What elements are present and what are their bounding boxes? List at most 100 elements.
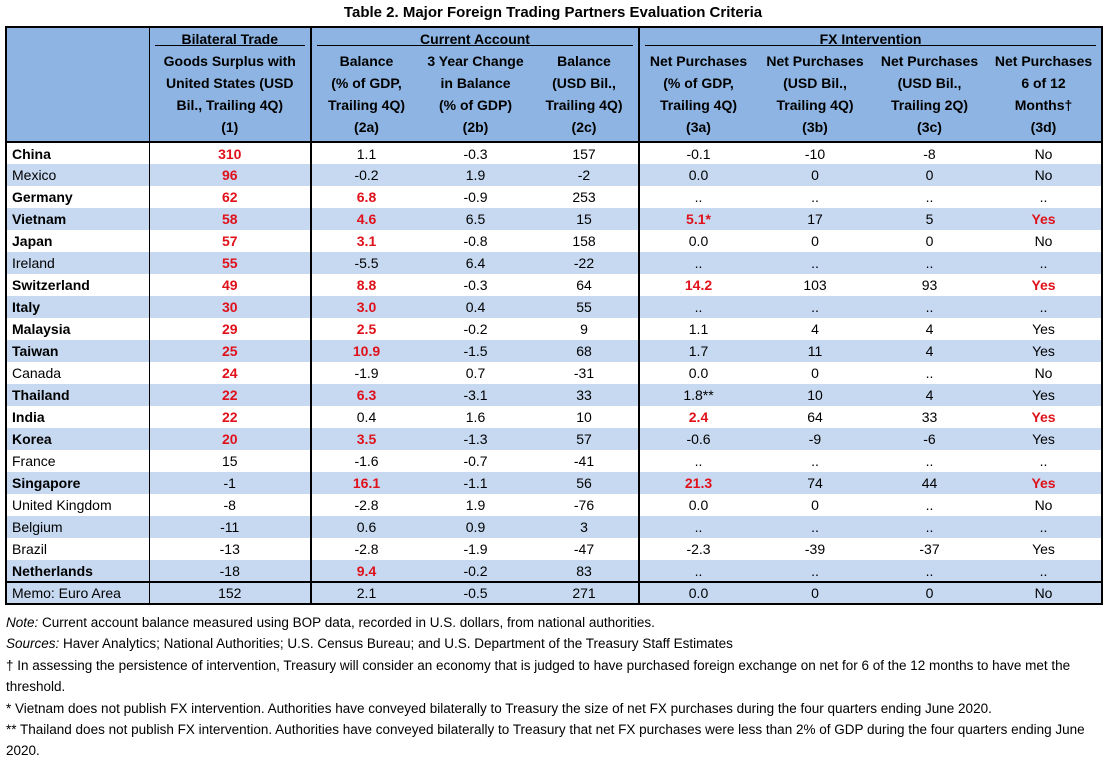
value-cell: 103 xyxy=(757,274,873,296)
value-cell: -0.8 xyxy=(421,230,530,252)
country-cell: Memo: Euro Area xyxy=(6,581,150,604)
value-cell: -1.6 xyxy=(311,450,421,472)
country-cell: United Kingdom xyxy=(6,494,150,516)
value-cell: -0.7 xyxy=(421,450,530,472)
table-row: Korea 20 3.5 -1.3 57 -0.6 -9 -6 Yes xyxy=(6,428,1103,450)
country-cell: Brazil xyxy=(6,538,150,560)
table-row: Thailand 22 6.3 -3.1 33 1.8** 10 4 Yes xyxy=(6,384,1103,406)
value-cell: 10.9 xyxy=(311,340,421,362)
column-header-line: (% of GDP, xyxy=(663,74,734,91)
value-cell: 4 xyxy=(757,318,873,340)
value-cell: 68 xyxy=(530,340,640,362)
value-cell: .. xyxy=(757,186,873,208)
value-cell: -2.3 xyxy=(639,538,757,560)
value-cell: -0.2 xyxy=(311,164,421,186)
column-header-line: in Balance xyxy=(440,74,511,91)
value-cell: -18 xyxy=(149,560,312,582)
group-header-bilateral-trade: Bilateral Trade xyxy=(149,27,312,47)
country-cell: France xyxy=(6,450,150,472)
value-cell: -0.2 xyxy=(421,560,530,582)
value-cell: .. xyxy=(873,252,986,274)
value-cell: 157 xyxy=(530,142,640,164)
country-cell: China xyxy=(6,142,150,164)
table-row: Vietnam 58 4.6 6.5 15 5.1* 17 5 Yes xyxy=(6,208,1103,230)
value-cell: 1.8** xyxy=(639,384,757,406)
value-cell: .. xyxy=(639,516,757,538)
group-underline xyxy=(154,45,305,46)
table-row: Ireland 55 -5.5 6.4 -22........ xyxy=(6,252,1103,274)
value-cell: -0.2 xyxy=(421,318,530,340)
value-cell: 93 xyxy=(873,274,986,296)
value-cell: 0.0 xyxy=(639,362,757,384)
value-cell: 0 xyxy=(873,164,986,186)
value-cell: 0 xyxy=(757,494,873,516)
value-cell: 4 xyxy=(873,318,986,340)
value-cell: -2.8 xyxy=(311,538,421,560)
table-row: Belgium -11 0.6 0.9 3........ xyxy=(6,516,1103,538)
column-header-line: 6 of 12 xyxy=(1021,74,1066,91)
group-header-row: Bilateral Trade Current Account FX Inter… xyxy=(6,27,1103,143)
value-cell: 6.8 xyxy=(311,186,421,208)
value-cell: 2.5 xyxy=(311,318,421,340)
footnote-lead: Sources: xyxy=(6,636,60,652)
value-cell: 0 xyxy=(757,164,873,186)
value-cell: -10 xyxy=(757,142,873,164)
column-header-line: Months† xyxy=(1014,96,1073,113)
value-cell: .. xyxy=(639,252,757,274)
value-cell: 2.4 xyxy=(639,406,757,428)
value-cell: .. xyxy=(873,296,986,318)
value-cell: -0.1 xyxy=(639,142,757,164)
table-row: India 22 0.4 1.6 10 2.4 64 33 Yes xyxy=(6,406,1103,428)
value-cell: No xyxy=(986,362,1103,384)
footnote: Sources: Haver Analytics; National Autho… xyxy=(6,636,733,652)
value-cell: .. xyxy=(873,362,986,384)
value-cell: Yes xyxy=(986,472,1103,494)
value-cell: .. xyxy=(757,516,873,538)
table-row: Germany 62 6.8 -0.9 253........ xyxy=(6,186,1103,208)
column-header-1: Goods Surplus with United States (USD Bil.… xyxy=(149,47,312,143)
column-header-line: (1) xyxy=(221,118,239,135)
table-row: China 310 1.1 -0.3 157 -0.1 -10 -8 No xyxy=(6,142,1103,164)
value-cell: -1.9 xyxy=(311,362,421,384)
value-cell: 62 xyxy=(149,186,312,208)
value-cell: -1.5 xyxy=(421,340,530,362)
value-cell: 0.0 xyxy=(639,230,757,252)
column-header-line: Trailing 2Q) xyxy=(890,96,968,113)
group-label: FX Intervention xyxy=(819,30,922,47)
column-header-line: United States (USD xyxy=(165,74,294,91)
value-cell: .. xyxy=(757,296,873,318)
value-cell: .. xyxy=(986,450,1103,472)
value-cell: 0.6 xyxy=(311,516,421,538)
value-cell: 25 xyxy=(149,340,312,362)
value-cell: 9.4 xyxy=(311,560,421,582)
country-cell: Netherlands xyxy=(6,560,150,582)
column-header-7: Net Purchases (USD Bil., Trailing 2Q) (3c) xyxy=(873,47,986,143)
value-cell: 1.9 xyxy=(421,164,530,186)
value-cell: 3.0 xyxy=(311,296,421,318)
value-cell: -0.6 xyxy=(639,428,757,450)
value-cell: 0.0 xyxy=(639,581,757,604)
value-cell: 1.9 xyxy=(421,494,530,516)
value-cell: 9 xyxy=(530,318,640,340)
country-cell: Mexico xyxy=(6,164,150,186)
value-cell: -0.9 xyxy=(421,186,530,208)
value-cell: -22 xyxy=(530,252,640,274)
value-cell: 1.1 xyxy=(639,318,757,340)
value-cell: 0 xyxy=(757,362,873,384)
value-cell: 0.7 xyxy=(421,362,530,384)
value-cell: .. xyxy=(873,450,986,472)
value-cell: .. xyxy=(986,296,1103,318)
value-cell: -9 xyxy=(757,428,873,450)
value-cell: -76 xyxy=(530,494,640,516)
column-header-line: (% of GDP, xyxy=(331,74,402,91)
value-cell: No xyxy=(986,581,1103,604)
value-cell: -1 xyxy=(149,472,312,494)
value-cell: -8 xyxy=(873,142,986,164)
footnote: * Vietnam does not publish FX interventi… xyxy=(6,700,992,716)
value-cell: -41 xyxy=(530,450,640,472)
value-cell: 4.6 xyxy=(311,208,421,230)
table-row: Netherlands -18 9.4 -0.2 83........ xyxy=(6,560,1103,582)
value-cell: 15 xyxy=(530,208,640,230)
column-header-line: Trailing 4Q) xyxy=(327,96,405,113)
column-header-line: (2b) xyxy=(462,118,489,135)
